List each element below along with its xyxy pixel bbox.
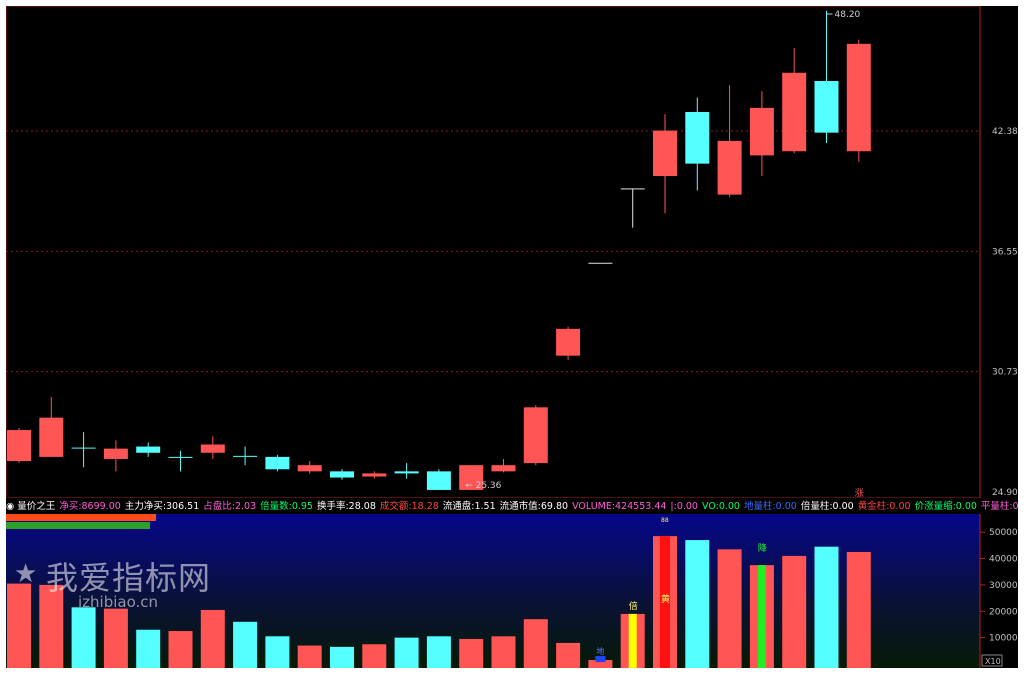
candle-body [168, 456, 193, 458]
candle-body [556, 328, 581, 356]
volume-tick-label: 40000 [989, 555, 1018, 565]
volume-tick-label: 30000 [989, 581, 1018, 591]
volume-bar [394, 637, 419, 668]
candle-body [620, 188, 645, 190]
candle-body [459, 465, 484, 490]
volume-bar [103, 608, 128, 668]
indicator-item: 流通市值:69.80 [499, 501, 569, 512]
volume-tick-label: 50000 [989, 528, 1018, 538]
volume-bar [136, 629, 161, 668]
price-tick-label: 24.90 [992, 488, 1018, 498]
indicator-item: 主力净买:306.51 [124, 501, 200, 512]
volume-bar [168, 631, 193, 668]
candle-body [136, 446, 161, 453]
volume-bar [7, 583, 31, 668]
candle-body [846, 43, 871, 152]
bei-marker: 倍 [629, 600, 638, 612]
volume-bar [200, 609, 225, 668]
volume-chart[interactable]: 50000 40000 30000 20000 10000 X10 倍 黄 降地 88 [6, 514, 1018, 668]
status-strip-green [6, 522, 150, 529]
price-tick-label: 30.73 [992, 368, 1018, 378]
candle-body [523, 407, 548, 464]
candle-body [588, 262, 613, 264]
volume-bar [459, 638, 484, 668]
volume-bar [491, 636, 516, 668]
indicator-item: 占盘比:2.03 [203, 501, 257, 512]
candle-body [394, 471, 419, 474]
candle-body [814, 81, 839, 133]
indicator-item: 地量柱:0.00 [743, 501, 797, 512]
volume-bar [71, 607, 96, 668]
ground-volume-highlight [595, 656, 606, 663]
indicator-item: VO:0.00 [701, 501, 740, 512]
rise-marker: 涨 [855, 488, 864, 498]
candle-body [39, 417, 64, 457]
volume-bar [265, 636, 290, 668]
price-low-label: ← 25.36 [465, 481, 501, 491]
volume-bar [39, 584, 64, 668]
indicator-item: 黄金柱:0.00 [857, 501, 911, 512]
candle-body [330, 471, 354, 478]
candle-body [362, 473, 387, 477]
candle-body [426, 471, 451, 490]
unit-box [981, 654, 1003, 667]
volume-bar [846, 551, 871, 668]
volume-bar [362, 644, 387, 668]
candle-body [7, 430, 31, 462]
indicator-item: |:0.00 [670, 501, 698, 512]
huang-marker: 黄 [661, 593, 670, 605]
volume-bar [523, 619, 548, 668]
volume-unit-label: X10 [985, 657, 1001, 666]
volume-bar [297, 645, 322, 668]
indicator-item: 倍量柱:0.00 [800, 501, 854, 512]
volume-tick-label: 20000 [989, 607, 1018, 617]
candle-body [233, 455, 258, 457]
volume-bar [685, 540, 710, 668]
indicator-item: VOLUME:424553.44 [572, 501, 667, 512]
volume-bar [814, 546, 839, 668]
volume-bar [330, 646, 354, 668]
volume-bar [782, 555, 807, 668]
chart-window: 42.38 36.55 30.73 24.90 48.20 ← 25.36 涨 ◉ 量价之王… [6, 6, 1018, 668]
indicator-item: 价涨量缩:0.00 [914, 501, 977, 512]
price-chart[interactable]: 42.38 36.55 30.73 24.90 48.20 ← 25.36 涨 [6, 6, 1018, 498]
golden-volume-highlight [660, 536, 670, 668]
shrink-volume-highlight [757, 565, 766, 668]
indicator-item: 成交额:18.28 [379, 501, 439, 512]
candle-body [653, 130, 677, 177]
plot-frame [6, 6, 981, 498]
candle-body [491, 465, 516, 472]
volume-bar [717, 549, 742, 668]
top-marker: 88 [661, 517, 669, 524]
indicator-item: 平量柱:0.00 [980, 501, 1018, 512]
double-volume-highlight [628, 613, 637, 668]
indicator-item: 净买:8699.00 [59, 501, 121, 512]
indicator-item: ◉ 量价之王 [6, 501, 56, 512]
candle-body [717, 140, 742, 195]
di-marker: 地 [596, 646, 604, 656]
volume-bar [588, 660, 613, 668]
price-tick-label: 36.55 [992, 247, 1018, 257]
price-tick-label: 42.38 [992, 127, 1018, 137]
price-high-label: 48.20 [835, 10, 861, 20]
jiang-marker: 降 [758, 542, 767, 554]
indicator-item: 倍量数:0.95 [260, 501, 313, 512]
candle-body [749, 107, 774, 156]
candle-body [71, 447, 96, 449]
candle-body [103, 448, 128, 459]
volume-bar [426, 636, 451, 668]
status-strip-orange [6, 514, 156, 521]
indicator-item: 换手率:28.08 [316, 501, 376, 512]
candle-body [685, 112, 710, 164]
candle-body [200, 444, 225, 453]
candle-body [782, 72, 807, 152]
candle-body [297, 465, 322, 472]
volume-bar [233, 621, 258, 668]
indicator-item: 流通盘:1.51 [442, 501, 496, 512]
volume-tick-label: 10000 [989, 634, 1018, 644]
indicator-info-bar: ◉ 量价之王 净买:8699.00 主力净买:306.51 占盘比:2.03 倍量数:0… [6, 499, 1018, 514]
volume-bar [556, 642, 581, 668]
candle-body [265, 456, 290, 470]
